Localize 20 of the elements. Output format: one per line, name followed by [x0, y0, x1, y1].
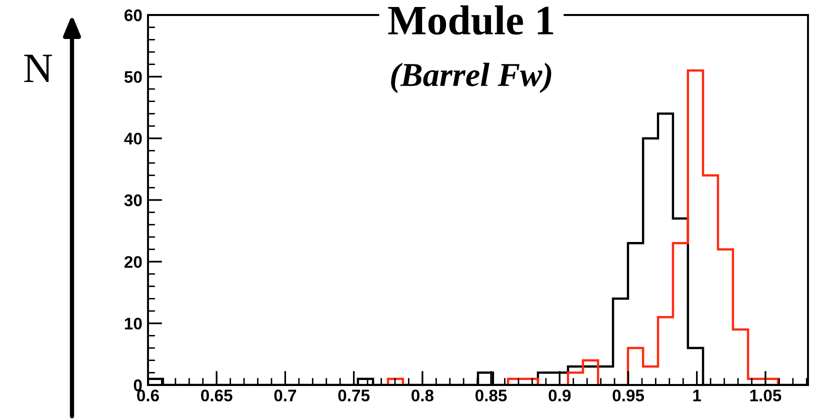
y-tick-label: 10: [124, 318, 142, 330]
x-tick-label: 1: [693, 390, 702, 402]
y-tick-label: 0: [134, 379, 142, 392]
x-tick-label: 0.9: [548, 390, 571, 402]
y-tick-label: 30: [124, 194, 142, 206]
x-tick-label: 0.7: [274, 390, 296, 402]
x-tick-label: 0.95: [612, 390, 644, 402]
x-tick-label: 0.75: [338, 390, 370, 402]
y-tick-label: 40: [124, 132, 142, 145]
chart-title: Module 1: [388, 5, 554, 35]
x-tick-label: 0.85: [475, 390, 507, 402]
y-axis-title: N: [24, 54, 52, 82]
x-tick-label: 0.6: [137, 390, 159, 402]
y-tick-label: 50: [124, 71, 142, 83]
text: (Barrel Fw): [391, 62, 552, 94]
x-tick-label: 0.65: [201, 390, 232, 402]
y-tick-label: 60: [124, 9, 142, 22]
x-tick-label: 0.8: [412, 390, 434, 402]
y-tick-label: 20: [124, 256, 142, 268]
x-tick-label: 1.05: [750, 390, 782, 402]
